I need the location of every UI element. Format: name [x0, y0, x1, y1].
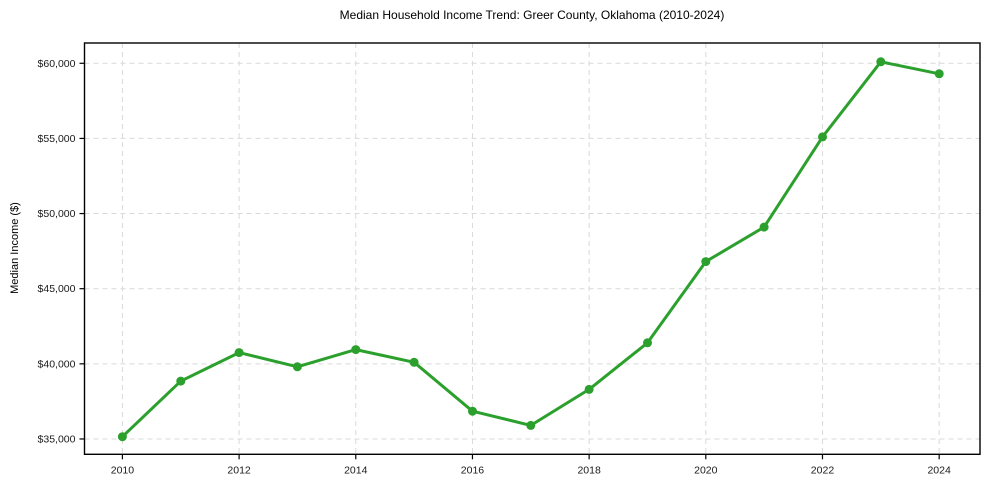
- chart-title: Median Household Income Trend: Greer Cou…: [339, 8, 725, 22]
- data-point-2022: [818, 132, 827, 142]
- y-tick-label: $60,000: [38, 58, 76, 70]
- x-tick-label: 2020: [694, 464, 718, 476]
- x-tick-label: 2012: [227, 464, 251, 476]
- x-tick-label: 2022: [811, 464, 835, 476]
- y-tick-label: $35,000: [38, 433, 76, 445]
- data-point-2020: [701, 257, 711, 267]
- plot-background: [84, 43, 980, 455]
- y-tick-label: $40,000: [38, 358, 76, 370]
- x-tick-label: 2016: [461, 464, 485, 476]
- x-tick-label: 2014: [344, 464, 368, 476]
- data-point-2017: [526, 420, 536, 430]
- x-tick-label: 2024: [927, 464, 951, 476]
- x-tick-label: 2018: [577, 464, 601, 476]
- data-point-2023: [876, 57, 886, 67]
- data-point-2013: [292, 362, 302, 372]
- data-point-2011: [176, 376, 186, 386]
- data-point-2012: [234, 348, 244, 358]
- data-point-2018: [584, 384, 594, 394]
- y-axis-label: Median Income ($): [9, 202, 21, 294]
- y-tick-label: $50,000: [38, 208, 76, 220]
- data-point-2014: [351, 345, 361, 355]
- plot-border: [83, 42, 981, 455]
- y-tick-label: $45,000: [38, 283, 76, 295]
- data-point-2016: [468, 406, 477, 416]
- data-point-2024: [934, 69, 944, 79]
- data-point-2015: [409, 357, 419, 367]
- data-point-2021: [759, 222, 769, 232]
- x-tick-label: 2010: [111, 464, 135, 476]
- data-point-2010: [117, 432, 127, 442]
- data-point-2019: [643, 338, 652, 348]
- y-tick-label: $55,000: [38, 133, 76, 145]
